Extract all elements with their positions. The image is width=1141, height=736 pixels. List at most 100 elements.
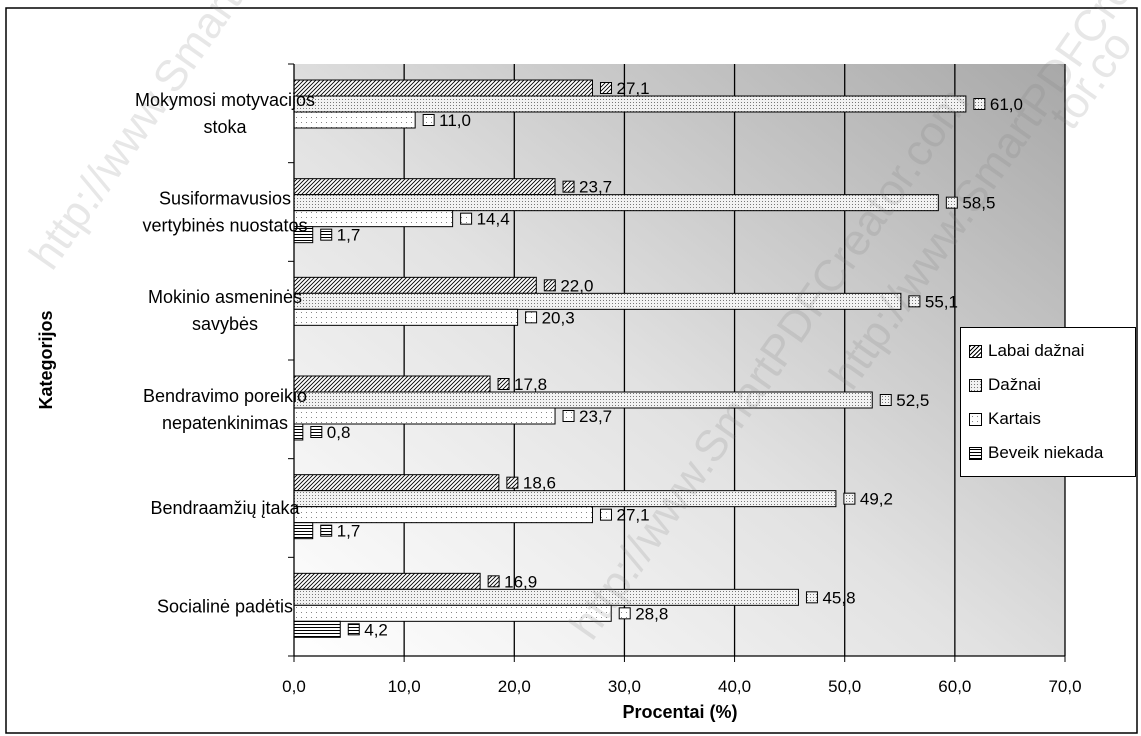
legend-swatch [969, 412, 982, 426]
category-label: vertybinės nuostatos [142, 216, 307, 236]
bar-label-marker [599, 82, 612, 94]
bar [293, 506, 593, 524]
bar-value-label: 14,4 [477, 210, 510, 229]
bar-value-label: 27,1 [616, 79, 649, 98]
bar [293, 194, 939, 212]
bar [293, 474, 500, 492]
category-label: stoka [203, 117, 247, 137]
legend-swatch [969, 446, 982, 460]
bar-label-marker [843, 492, 856, 505]
x-tick-label: 30,0 [608, 677, 641, 696]
plot-area [294, 64, 1065, 656]
bar [293, 572, 481, 590]
bar-value-label: 52,5 [896, 391, 929, 410]
bar [293, 375, 491, 393]
bar-label-marker [908, 295, 921, 308]
bar [293, 210, 454, 228]
x-tick-label: 0,0 [282, 677, 306, 696]
bar-value-label: 55,1 [925, 292, 958, 311]
legend-label: Kartais [988, 409, 1041, 428]
category-label: Socialinė padėtis [157, 597, 293, 617]
bar-value-label: 16,9 [504, 572, 537, 591]
bar-value-label: 1,7 [337, 226, 361, 245]
bar-value-label: 28,8 [635, 604, 668, 623]
legend-label: Dažnai [988, 375, 1041, 394]
bar-value-label: 23,7 [579, 407, 612, 426]
legend-label: Beveik niekada [988, 443, 1104, 462]
bar-label-marker [805, 591, 818, 604]
bar [293, 178, 556, 196]
bar-label-marker [320, 228, 333, 241]
bar [293, 292, 902, 310]
legend-item: Labai dažnai [969, 334, 1127, 368]
bar [293, 391, 873, 409]
category-label: Susiformavusios [159, 189, 291, 209]
bar-value-label: 23,7 [579, 178, 612, 197]
bar-value-label: 61,0 [990, 95, 1023, 114]
category-label: Mokinio asmeninės [148, 287, 302, 307]
category-labels: Mokymosi motyvacijos stoka Susiformavusios… [135, 90, 315, 617]
bar-value-label: 20,3 [542, 308, 575, 327]
bar-value-label: 4,2 [364, 620, 388, 639]
legend-swatch [969, 344, 982, 358]
bar-label-marker [562, 180, 575, 193]
bar [293, 423, 304, 441]
bar [293, 308, 519, 326]
bar [293, 490, 837, 508]
bar-label-marker [320, 524, 333, 537]
legend-label: Labai dažnai [988, 341, 1085, 360]
bar [293, 111, 416, 129]
bar-label-marker [562, 410, 575, 422]
bar-label-marker [543, 279, 556, 292]
bar-value-label: 22,0 [560, 276, 593, 295]
bar [293, 95, 967, 113]
bar-label-marker [945, 196, 958, 209]
x-tick-labels: 0,0 10,0 20,0 30,0 40,0 50,0 60,0 70,0 [282, 677, 1081, 696]
x-tick-label: 40,0 [718, 677, 751, 696]
bar [293, 604, 612, 622]
bar-value-label: 0,8 [327, 423, 351, 442]
category-label: nepatenkinimas [162, 413, 288, 433]
bar-label-marker [599, 508, 612, 521]
x-tick-label: 60,0 [938, 677, 971, 696]
bar [293, 522, 314, 540]
bar-value-label: 17,8 [514, 375, 547, 394]
bar-label-marker [973, 98, 986, 110]
y-axis-title: Kategorijos [36, 310, 56, 409]
bar-label-marker [525, 311, 538, 324]
category-label: Bendravimo poreikio [143, 386, 307, 406]
bar-value-label: 49,2 [860, 490, 893, 509]
bar-label-marker [460, 212, 473, 225]
bar [293, 276, 537, 294]
bar-value-label: 27,1 [616, 506, 649, 525]
x-tick-label: 50,0 [828, 677, 861, 696]
bar-label-marker [347, 623, 360, 636]
category-label: Mokymosi motyvacijos [135, 90, 315, 110]
bar-label-marker [487, 575, 500, 588]
category-label: savybės [192, 314, 258, 334]
axes [288, 63, 1066, 662]
bars [293, 79, 967, 638]
bar-value-label: 1,7 [337, 522, 361, 541]
bar-label-marker [879, 394, 892, 406]
bar-value-label: 58,5 [962, 194, 995, 213]
bar-label-marker [422, 114, 435, 126]
bar-label-marker [497, 378, 510, 390]
bar [293, 407, 556, 425]
legend: Labai dažnai Dažnai Kartais Beveik niekada [960, 327, 1136, 477]
bar-label-marker [310, 426, 323, 438]
category-label: Bendraamžių įtaka [150, 498, 300, 518]
legend-item: Dažnai [969, 368, 1127, 402]
bar-label-marker [506, 476, 519, 489]
bar-value-label: 11,0 [439, 111, 471, 130]
bar [293, 588, 799, 606]
legend-item: Beveik niekada [969, 436, 1127, 470]
x-tick-label: 10,0 [388, 677, 421, 696]
bar [293, 79, 593, 97]
bar-labels: 27,1 23,7 22,0 17,8 18,6 16,9 61,0 58,5 55,1 52,5… [310, 79, 1023, 639]
legend-item: Kartais [969, 402, 1127, 436]
bar-value-label: 18,6 [523, 474, 556, 493]
x-tick-label: 20,0 [498, 677, 531, 696]
x-tick-label: 70,0 [1048, 677, 1081, 696]
